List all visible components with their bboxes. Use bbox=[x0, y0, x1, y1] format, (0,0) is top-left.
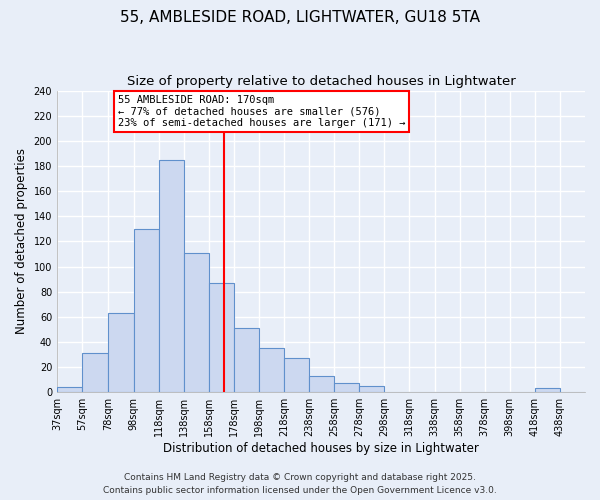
Text: Contains HM Land Registry data © Crown copyright and database right 2025.
Contai: Contains HM Land Registry data © Crown c… bbox=[103, 474, 497, 495]
Bar bbox=[284, 358, 309, 392]
Bar bbox=[184, 252, 209, 392]
Bar bbox=[134, 229, 158, 392]
Bar bbox=[209, 283, 234, 392]
Text: 55, AMBLESIDE ROAD, LIGHTWATER, GU18 5TA: 55, AMBLESIDE ROAD, LIGHTWATER, GU18 5TA bbox=[120, 10, 480, 25]
Bar bbox=[334, 384, 359, 392]
Bar bbox=[535, 388, 560, 392]
Bar bbox=[158, 160, 184, 392]
Bar bbox=[359, 386, 385, 392]
Y-axis label: Number of detached properties: Number of detached properties bbox=[15, 148, 28, 334]
Bar bbox=[109, 313, 134, 392]
Bar bbox=[259, 348, 284, 392]
Bar bbox=[57, 387, 82, 392]
X-axis label: Distribution of detached houses by size in Lightwater: Distribution of detached houses by size … bbox=[163, 442, 479, 455]
Bar bbox=[309, 376, 334, 392]
Bar bbox=[82, 353, 109, 392]
Bar bbox=[234, 328, 259, 392]
Title: Size of property relative to detached houses in Lightwater: Size of property relative to detached ho… bbox=[127, 75, 515, 88]
Text: 55 AMBLESIDE ROAD: 170sqm
← 77% of detached houses are smaller (576)
23% of semi: 55 AMBLESIDE ROAD: 170sqm ← 77% of detac… bbox=[118, 95, 405, 128]
